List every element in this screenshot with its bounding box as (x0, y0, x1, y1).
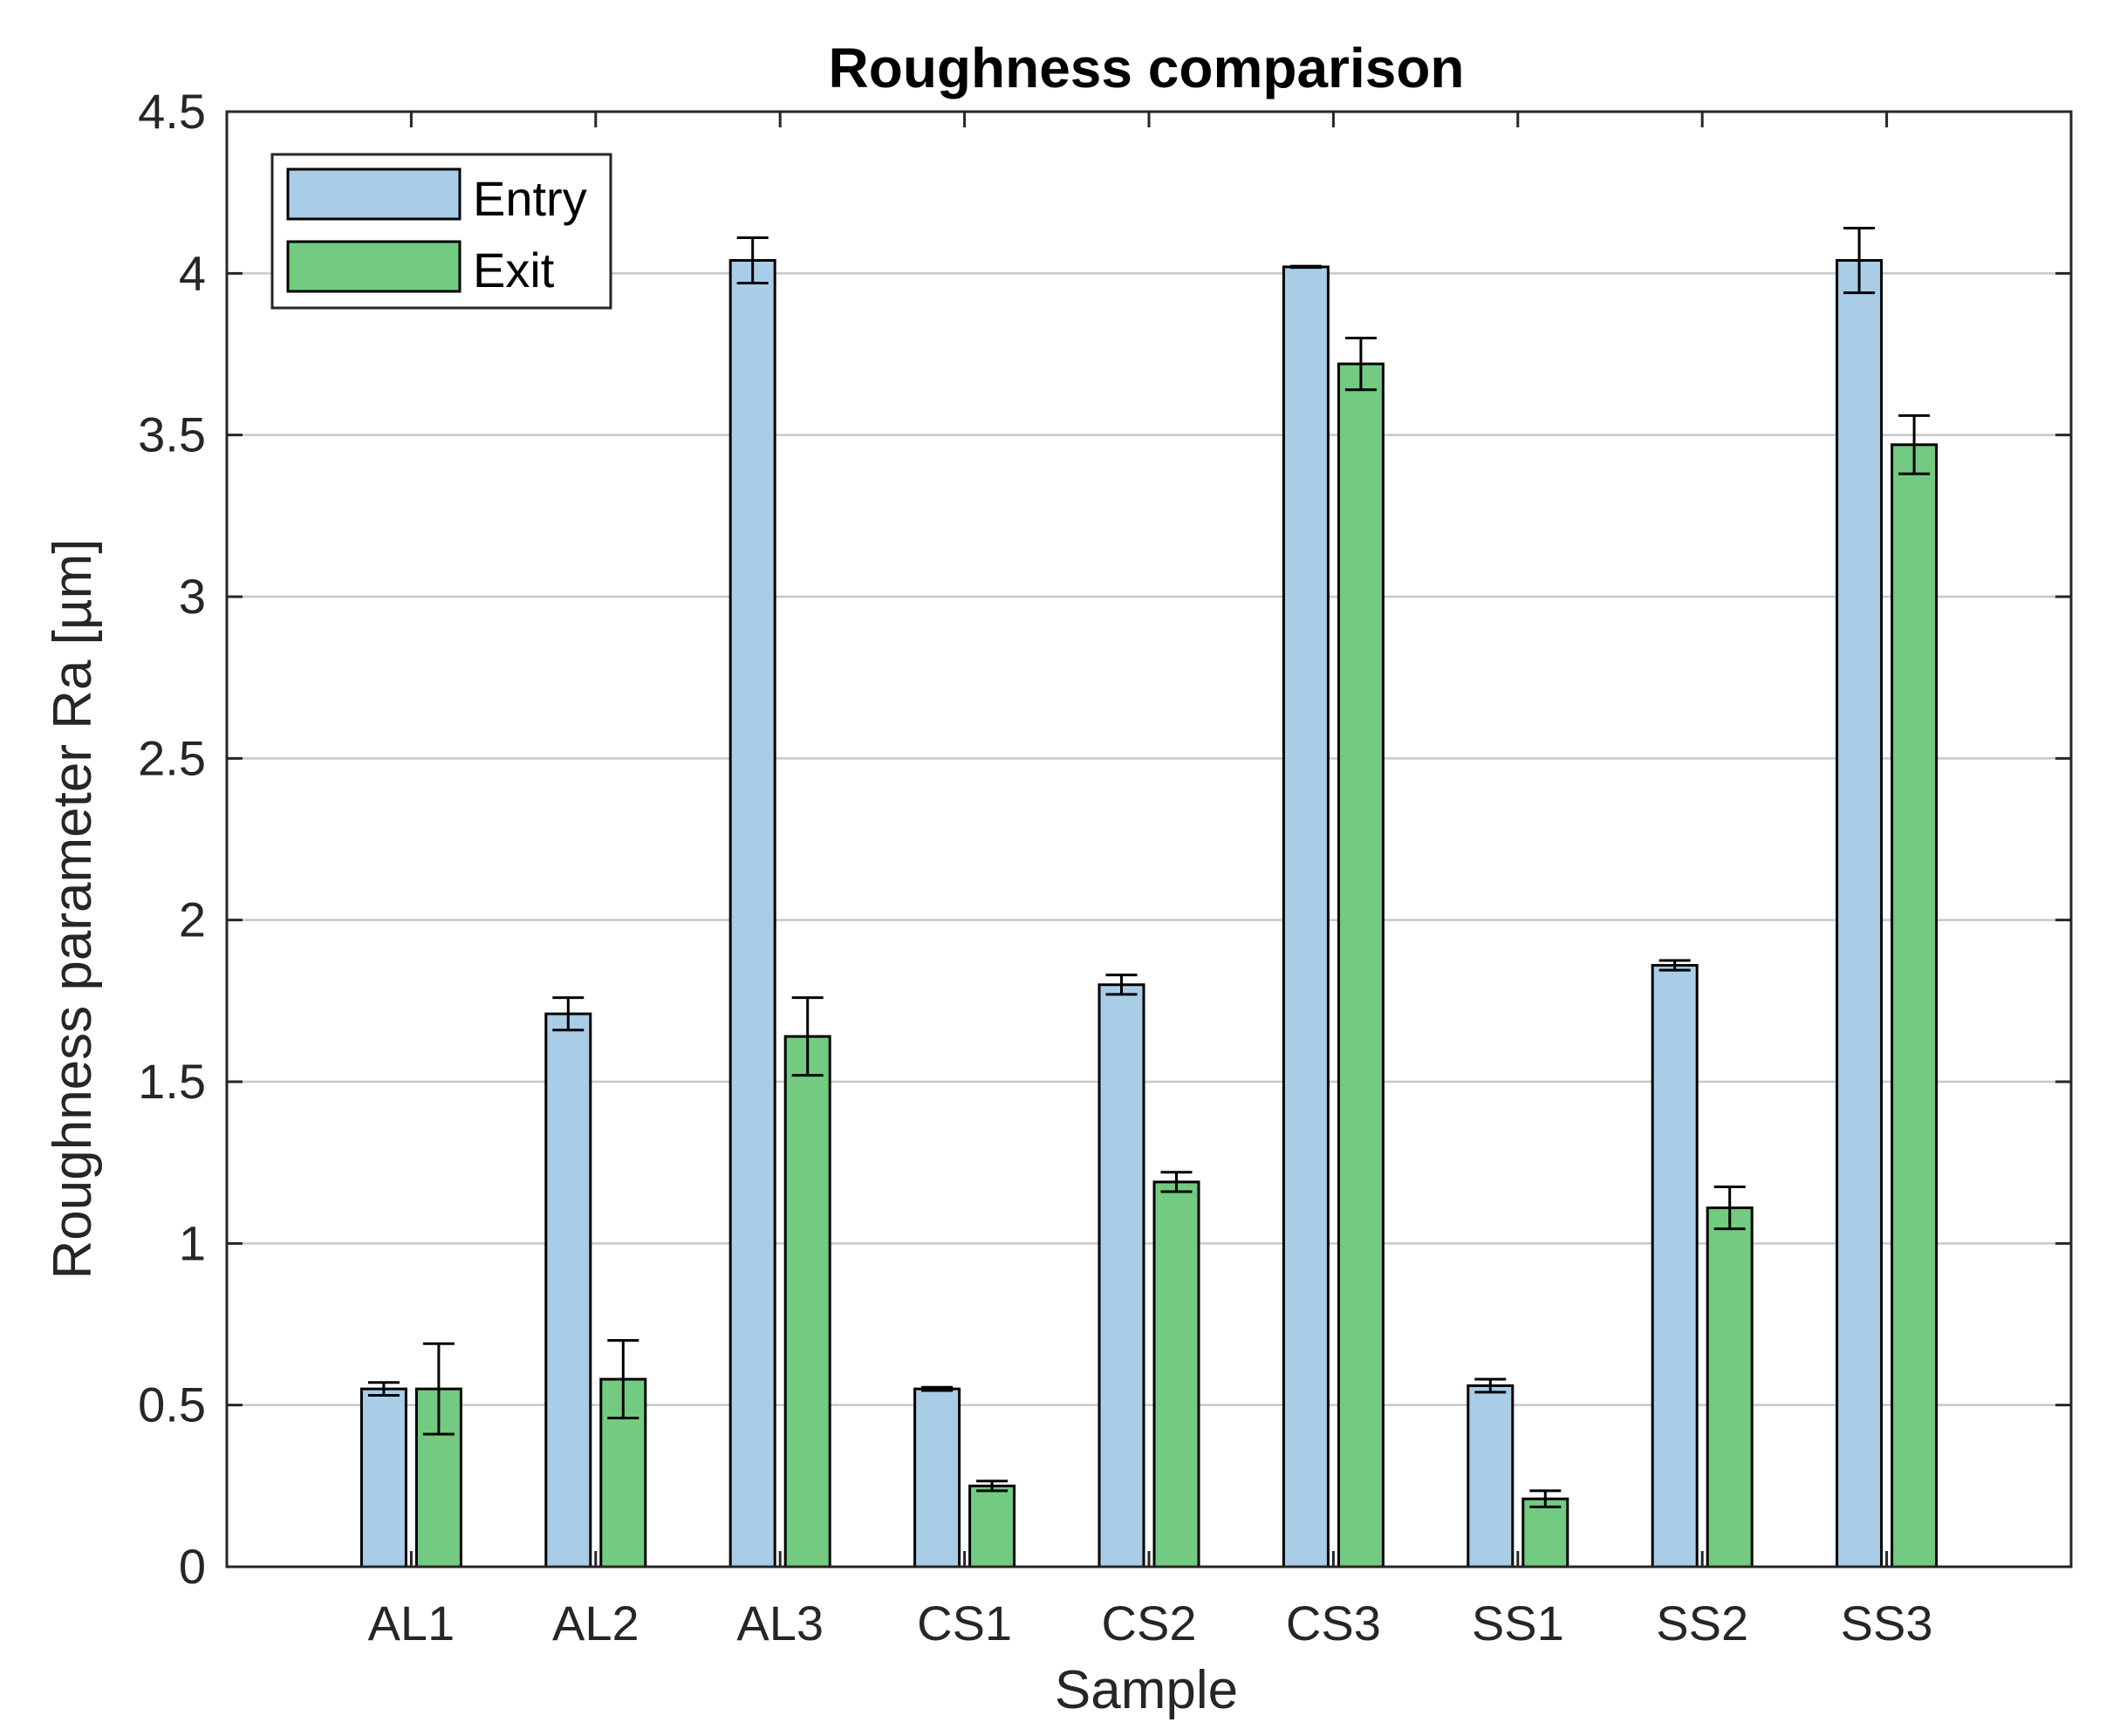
error-bars (367, 226, 1931, 1508)
x-tick-label: AL2 (552, 1596, 639, 1651)
legend-label-exit: Exit (473, 243, 555, 297)
error-bar-entry-al3 (736, 236, 769, 284)
bar-exit-cs3 (1337, 362, 1385, 1569)
error-bar-entry-cs2 (1105, 974, 1138, 996)
bar-entry-cs1 (913, 1387, 961, 1569)
error-bar-exit-cs2 (1160, 1171, 1193, 1193)
error-bar-exit-ss3 (1898, 413, 1931, 475)
error-bar-exit-cs3 (1344, 336, 1377, 392)
error-bar-exit-ss2 (1713, 1185, 1746, 1231)
bar-exit-ss2 (1706, 1206, 1754, 1569)
y-tick-label: 0.5 (138, 1377, 206, 1432)
bar-exit-al3 (783, 1035, 831, 1569)
error-bar-entry-ss3 (1843, 226, 1876, 295)
error-bar-exit-al3 (791, 996, 824, 1077)
error-bar-exit-ss1 (1529, 1489, 1562, 1508)
y-tick-label: 2 (179, 892, 206, 947)
axis-ticks (227, 110, 2071, 1569)
error-bar-entry-ss1 (1474, 1377, 1507, 1394)
legend-swatch-entry (286, 167, 462, 221)
legend-swatch-exit (286, 240, 462, 293)
x-tick-label: SS2 (1656, 1596, 1748, 1651)
bar-entry-ss3 (1836, 259, 1884, 1569)
bar-exit-ss1 (1521, 1497, 1569, 1569)
x-tick-label: AL3 (736, 1596, 824, 1651)
bar-entry-cs2 (1097, 983, 1145, 1569)
y-tick-label: 4 (179, 245, 206, 300)
bar-exit-cs2 (1152, 1180, 1200, 1569)
x-tick-label: AL1 (368, 1596, 455, 1651)
bar-exit-cs1 (968, 1484, 1016, 1569)
bar-exit-ss3 (1891, 443, 1938, 1569)
chart-title: Roughness comparison (829, 37, 1465, 99)
y-tick-label: 4.5 (138, 84, 206, 139)
x-tick-label: CS3 (1286, 1596, 1381, 1651)
x-tick-label: SS1 (1472, 1596, 1564, 1651)
y-tick-label: 1 (179, 1215, 206, 1270)
x-tick-label: CS1 (917, 1596, 1012, 1651)
y-tick-label: 0 (179, 1539, 206, 1594)
bar-entry-al1 (359, 1387, 407, 1569)
error-bar-entry-ss2 (1658, 959, 1691, 972)
y-axis-label: Roughness parameter Ra [µm] (43, 539, 103, 1280)
error-bar-exit-al1 (422, 1342, 455, 1436)
y-tick-label: 3 (179, 569, 206, 624)
error-bar-entry-al2 (552, 996, 585, 1032)
bar-entry-al3 (728, 259, 776, 1569)
error-bar-entry-cs1 (921, 1385, 954, 1392)
y-tick-label: 1.5 (138, 1054, 206, 1109)
error-bar-exit-cs1 (976, 1480, 1009, 1493)
y-tick-label: 2.5 (138, 730, 206, 785)
x-tick-label: SS3 (1841, 1596, 1933, 1651)
bar-entry-ss1 (1467, 1384, 1515, 1569)
legend-label-entry: Entry (473, 171, 587, 226)
error-bar-entry-cs3 (1289, 264, 1322, 270)
x-tick-label: CS2 (1102, 1596, 1197, 1651)
error-bar-exit-al2 (607, 1339, 639, 1419)
x-axis-label: Sample (1055, 1660, 1238, 1720)
y-tick-label: 3.5 (138, 407, 206, 462)
bar-entry-al2 (544, 1012, 592, 1569)
error-bar-entry-al1 (367, 1381, 400, 1398)
x-tick-labels: AL1 AL2 AL3 CS1 CS2 CS3 SS1 SS2 SS3 (368, 1596, 1933, 1651)
bars (359, 259, 1938, 1569)
bar-entry-ss2 (1651, 964, 1699, 1569)
y-tick-labels: 0 0.5 1 1.5 2 2.5 3 3.5 4 4.5 (138, 84, 206, 1594)
legend: Entry Exit (270, 153, 612, 310)
bar-entry-cs3 (1282, 265, 1330, 1569)
